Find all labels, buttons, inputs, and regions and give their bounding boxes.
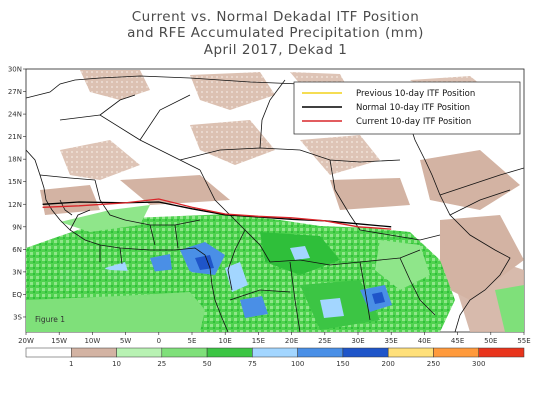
lon-tick-label: 55E <box>517 337 530 345</box>
lon-tick-label: 15E <box>252 337 265 345</box>
lat-tick-label: 27N <box>8 88 22 96</box>
colorbar-tick-label: 75 <box>248 360 257 368</box>
colorbar-swatch <box>161 347 208 358</box>
colorbar-tick-label: 100 <box>291 360 304 368</box>
lat-tick-label: 12N <box>8 201 22 209</box>
lon-tick-label: 20E <box>285 337 298 345</box>
lat-tick-label: 9N <box>12 223 22 231</box>
lon-tick-label: 30E <box>351 337 364 345</box>
lat-tick-label: 30N <box>8 66 22 74</box>
rainfall-field <box>26 70 524 332</box>
legend-normal-label: Normal 10-day ITF Position <box>356 103 470 113</box>
precip-colorbar: 1 10 25 50 75 100 150 200 250 300 <box>25 347 525 368</box>
longitude-axis: 20W 15W 10W 5W 0 5E 10E 15E 20E 25E 30E 35E 40E 45E 50… <box>18 332 531 345</box>
colorbar-tick-label: 300 <box>472 360 485 368</box>
lat-tick-label: 15N <box>8 178 22 186</box>
title-line-3: April 2017, Dekad 1 <box>203 42 348 58</box>
lon-tick-label: 10E <box>219 337 232 345</box>
lon-tick-label: 0 <box>157 337 161 345</box>
lon-tick-label: 5W <box>120 337 131 345</box>
lon-tick-label: 25E <box>318 337 331 345</box>
lon-tick-label: 10W <box>84 337 100 345</box>
latitude-axis: 30N 27N 24N 21N 18N 15N 12N 9N 6N 3N EQ 3S <box>8 66 26 321</box>
title-line-1: Current vs. Normal Dekadal ITF Position <box>131 9 420 25</box>
itf-legend: Previous 10-day ITF Position Normal 10-d… <box>293 81 521 135</box>
colorbar-swatch <box>342 347 389 358</box>
lon-tick-label: 20W <box>18 337 34 345</box>
colorbar-swatch <box>206 347 253 358</box>
colorbar-swatch <box>71 347 117 358</box>
colorbar-tick-label: 150 <box>336 360 349 368</box>
lat-tick-label: EQ <box>12 291 22 299</box>
colorbar-swatch <box>252 347 298 358</box>
colorbar-tick-label: 50 <box>203 360 212 368</box>
lat-tick-label: 3S <box>13 313 22 321</box>
colorbar-swatch <box>25 347 72 358</box>
lat-tick-label: 18N <box>8 156 22 164</box>
normal-itf-line <box>42 201 392 228</box>
colorbar-swatch <box>116 347 163 358</box>
title-line-2: and RFE Accumulated Precipitation (mm) <box>127 25 424 41</box>
current-itf-line <box>42 198 392 230</box>
colorbar-tick-label: 10 <box>112 360 121 368</box>
lat-tick-label: 24N <box>8 111 22 119</box>
lat-tick-label: 3N <box>12 268 22 276</box>
lon-tick-label: 40E <box>418 337 431 345</box>
colorbar-tick-label: 250 <box>427 360 440 368</box>
legend-current-label: Current 10-day ITF Position <box>356 117 471 127</box>
lon-tick-label: 50E <box>484 337 497 345</box>
colorbar-swatch <box>433 347 479 358</box>
colorbar-tick-label: 200 <box>381 360 394 368</box>
lon-tick-label: 5E <box>188 337 197 345</box>
colorbar-swatch <box>478 347 525 358</box>
colorbar-tick-label: 1 <box>69 360 73 368</box>
figure-label: Figure 1 <box>35 315 65 324</box>
colorbar-swatch <box>297 347 344 358</box>
colorbar-tick-label: 25 <box>157 360 166 368</box>
lon-tick-label: 35E <box>385 337 398 345</box>
colorbar-swatch <box>387 347 434 358</box>
legend-previous-label: Previous 10-day ITF Position <box>356 89 475 99</box>
lat-tick-label: 21N <box>8 133 22 141</box>
lon-tick-label: 45E <box>451 337 464 345</box>
lon-tick-label: 15W <box>51 337 67 345</box>
lat-tick-label: 6N <box>12 246 22 254</box>
